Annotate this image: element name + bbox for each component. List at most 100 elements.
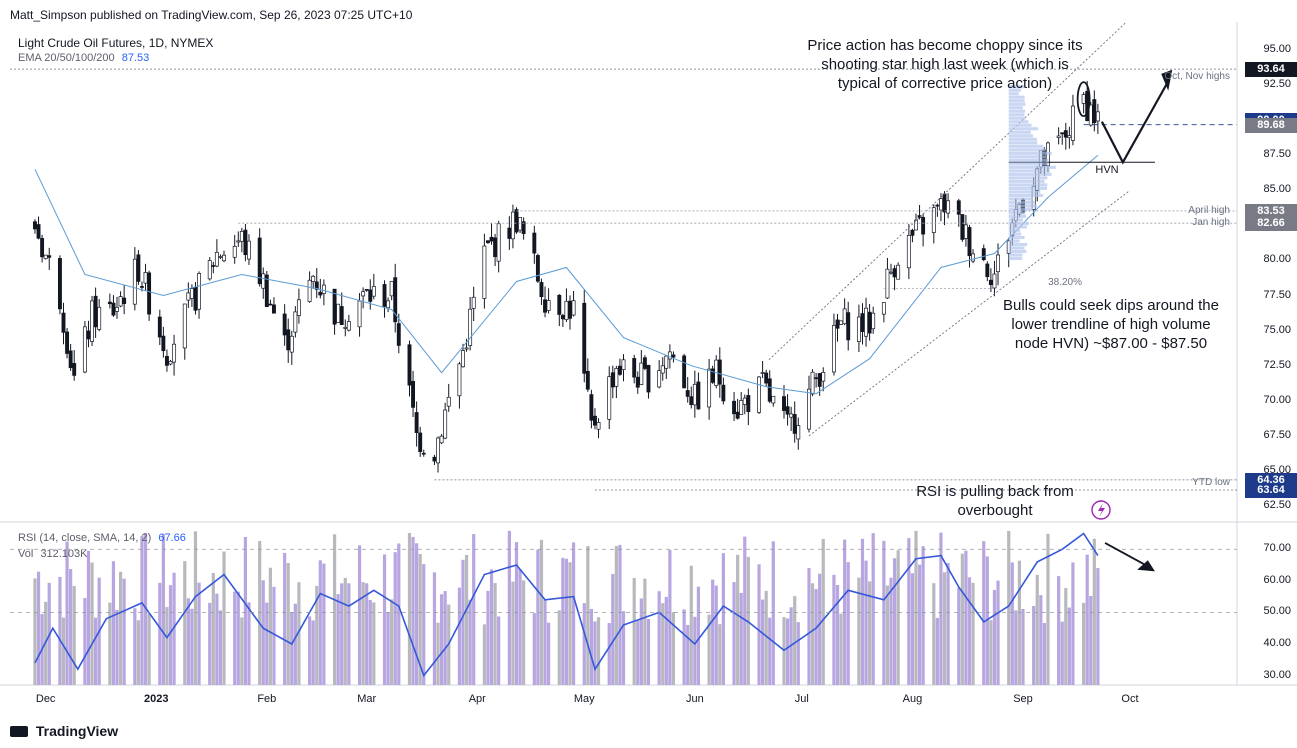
candle-body	[946, 200, 951, 214]
candle-body	[1063, 130, 1068, 138]
candle-body	[896, 264, 901, 280]
candle-body	[760, 372, 765, 374]
volume-bar	[436, 622, 440, 685]
volume-bar	[315, 585, 319, 685]
volume-profile-bar	[1008, 172, 1052, 176]
candle-body	[871, 312, 876, 330]
volume-bar	[94, 617, 98, 685]
volume-bar	[233, 591, 237, 685]
volume-bar	[90, 562, 94, 685]
candle-body	[357, 300, 362, 328]
volume-profile-bar	[1008, 169, 1050, 173]
candle-body	[222, 254, 226, 262]
volume-label: Vol	[18, 548, 34, 560]
price-tick: 85.00	[1263, 183, 1291, 196]
candle-body	[771, 395, 776, 404]
volume-bar	[72, 585, 76, 685]
candle-body	[236, 240, 241, 243]
candle-body	[685, 390, 690, 397]
price-tag: 93.64	[1245, 62, 1297, 78]
candle-body	[614, 368, 619, 387]
volume-bar	[868, 581, 872, 685]
volume-bar	[61, 617, 66, 685]
volume-bar	[771, 541, 775, 685]
candle-body	[792, 414, 797, 434]
volume-bar	[1032, 605, 1036, 685]
candle-body	[589, 394, 594, 421]
brand-label: TradingView	[35, 723, 119, 739]
volume-bar	[732, 582, 736, 685]
candle-body	[314, 281, 319, 290]
candle-body	[457, 363, 462, 397]
candle-body	[596, 422, 601, 430]
volume-profile-bar	[1008, 106, 1023, 110]
candle-body	[33, 221, 37, 230]
candle-body	[68, 350, 73, 369]
price-tick: 92.50	[1263, 78, 1291, 91]
volume-bar	[596, 617, 601, 685]
rsi-legend: RSI (14, close, SMA, 14, 2) 67.66	[18, 532, 186, 544]
volume-bar	[621, 611, 626, 685]
volume-bar	[318, 560, 322, 685]
candle-body	[810, 371, 815, 395]
volume-profile-bar	[1008, 225, 1027, 229]
candle-body	[906, 235, 911, 269]
candle-body	[243, 229, 248, 256]
candle-body	[464, 347, 469, 350]
tv-logo-icon	[10, 726, 28, 737]
volume-profile-bar	[1008, 207, 1033, 211]
volume-bar	[1064, 588, 1068, 685]
candle-body	[486, 240, 490, 243]
candle-body	[785, 406, 790, 415]
volume-profile-bar	[1008, 193, 1044, 197]
volume-bar	[372, 602, 376, 685]
candle-body	[286, 329, 291, 351]
candle-body	[143, 272, 148, 284]
volume-profile-bar	[1008, 246, 1025, 250]
volume-bar	[582, 603, 586, 685]
candle-body	[414, 412, 419, 433]
candle-body	[842, 308, 847, 325]
price-tag: 83.53	[1245, 203, 1297, 219]
candle-body	[610, 372, 615, 388]
candle-body	[671, 354, 676, 358]
volume-bar	[814, 589, 818, 685]
annotation-top: Price action has become choppy since its…	[807, 37, 1083, 92]
volume-bar	[992, 589, 997, 685]
level-april: April high	[1188, 205, 1230, 216]
volume-profile-bar	[1008, 158, 1049, 162]
volume-bar	[707, 614, 711, 685]
volume-bar	[407, 533, 412, 685]
volume-bar	[247, 602, 251, 685]
volume-bar	[939, 532, 943, 685]
volume-bar	[1067, 607, 1071, 685]
candle-body	[696, 381, 701, 410]
volume-bar	[932, 583, 936, 685]
volume-bar	[347, 583, 351, 685]
volume-bar	[1039, 595, 1043, 685]
volume-bar	[472, 534, 476, 685]
candle-body	[660, 365, 665, 374]
volume-bar	[193, 531, 198, 685]
candle-body	[140, 286, 144, 288]
volume-profile-bar	[1008, 232, 1022, 236]
volume-bar	[564, 558, 569, 685]
volume-bar	[985, 556, 989, 685]
time-tick: Feb	[257, 693, 277, 705]
volume-profile-bar	[1008, 218, 1024, 222]
time-tick: Jun	[685, 693, 704, 705]
candle-body	[867, 311, 872, 334]
volume-bar	[422, 564, 426, 685]
annotation-right: Bulls could seek dips around the lower t…	[1003, 297, 1219, 352]
volume-bar	[493, 583, 497, 685]
volume-bar	[785, 618, 790, 685]
candle-body	[411, 381, 416, 408]
tradingview-logo[interactable]: TradingView	[10, 723, 118, 739]
volume-bar	[614, 546, 618, 685]
volume-bar	[946, 563, 950, 685]
volume-bar	[757, 564, 761, 685]
candle-body	[568, 300, 572, 319]
ema-legend: EMA 20/50/100/200 87.53	[18, 52, 149, 64]
volume-bar	[636, 620, 640, 685]
